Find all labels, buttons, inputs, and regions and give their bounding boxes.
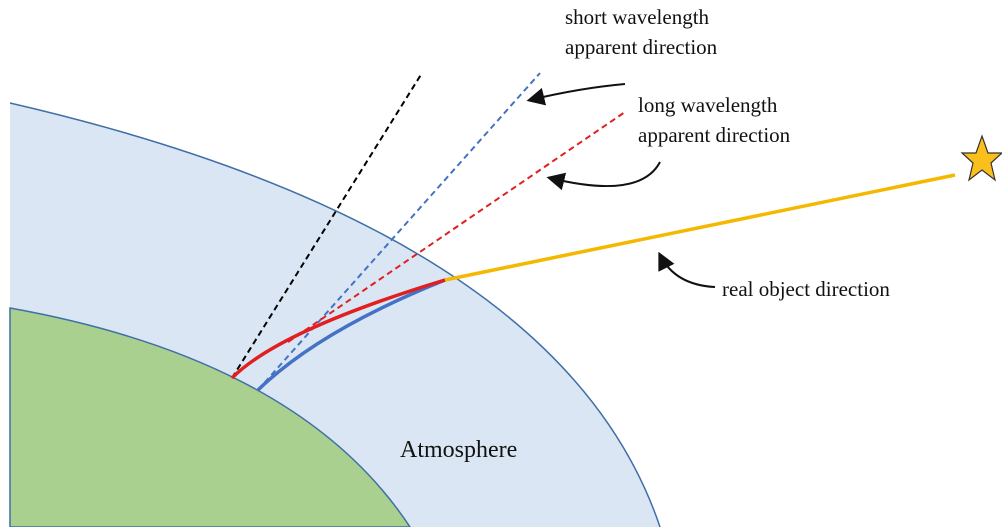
label: short wavelength bbox=[565, 5, 710, 29]
label: apparent direction bbox=[638, 123, 791, 147]
arrow bbox=[530, 84, 625, 100]
label: long wavelength bbox=[638, 93, 778, 117]
star bbox=[962, 136, 1002, 180]
label: apparent direction bbox=[565, 35, 718, 59]
diagram: short wavelength apparent direction long… bbox=[0, 0, 1002, 527]
label: Atmosphere bbox=[400, 437, 517, 463]
arrow bbox=[550, 162, 660, 186]
arrow bbox=[660, 255, 715, 287]
label: real object direction bbox=[722, 277, 890, 301]
real-direction-line bbox=[445, 175, 955, 280]
